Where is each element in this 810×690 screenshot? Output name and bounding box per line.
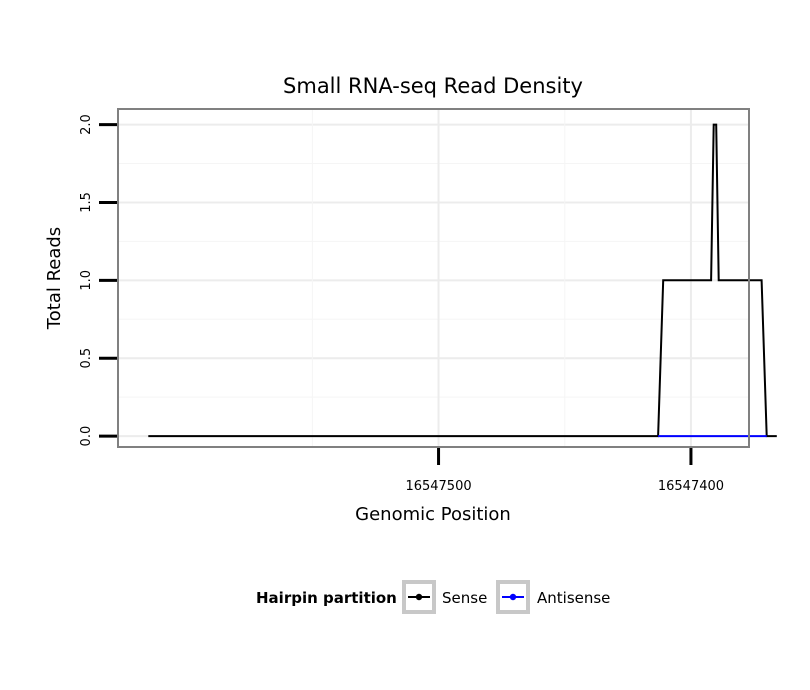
legend: Hairpin partition Sense Antisense xyxy=(256,580,610,614)
legend-label-sense: Sense xyxy=(442,589,487,607)
grid xyxy=(118,109,749,447)
legend-entry-antisense: Antisense xyxy=(496,580,610,614)
x-axis-label: Genomic Position xyxy=(355,504,511,525)
y-tick-label: 2.0 xyxy=(79,114,94,135)
series-line-sense xyxy=(148,123,777,438)
y-tick-label: 1.0 xyxy=(79,270,94,291)
legend-point-antisense xyxy=(509,593,517,601)
legend-label-antisense: Antisense xyxy=(537,589,610,607)
legend-entry-sense: Sense xyxy=(402,580,487,614)
legend-point-sense xyxy=(415,593,423,601)
y-axis-label: Total Reads xyxy=(44,227,65,330)
y-tick-label: 1.5 xyxy=(79,192,94,213)
y-tick-label: 0.0 xyxy=(79,426,94,447)
y-tick-label: 0.5 xyxy=(79,348,94,369)
plot-panel-border xyxy=(117,108,750,448)
x-axis: 16547500 16547400 xyxy=(405,448,724,494)
y-axis: 0.0 0.5 1.0 1.5 2.0 xyxy=(79,114,117,446)
x-tick-label: 16547400 xyxy=(658,479,724,494)
chart-title: Small RNA-seq Read Density xyxy=(283,74,583,98)
x-tick-label: 16547500 xyxy=(405,479,471,494)
legend-title: Hairpin partition xyxy=(256,589,397,607)
